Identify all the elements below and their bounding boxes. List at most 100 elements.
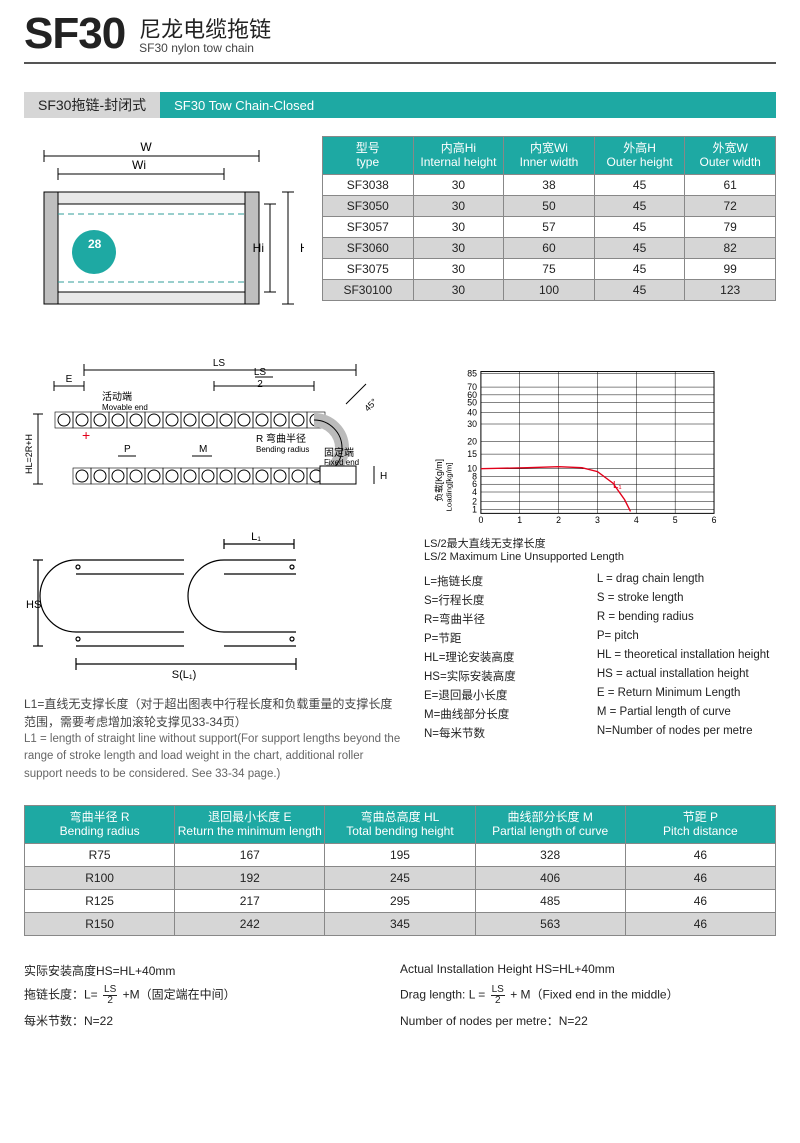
label-sl1: S(L₁) xyxy=(172,669,197,681)
title-en: SF30 nylon tow chain xyxy=(139,42,271,56)
svg-text:10: 10 xyxy=(467,464,477,474)
svg-text:1: 1 xyxy=(517,515,522,525)
chain-diagram: LS LS 2 E 活动端 Movable end + HL=2R+H xyxy=(24,356,404,521)
section-tag-cn: SF30拖链-封闭式 xyxy=(24,92,160,118)
spec-col: 型号type xyxy=(323,137,414,175)
legend-en: R = bending radius xyxy=(597,611,776,627)
table-row: R15024234556346 xyxy=(25,912,776,935)
bend-col: 节距 PPitch distance xyxy=(625,805,775,843)
legend-cn: E=退回最小长度 xyxy=(424,687,587,703)
label-fixed-en: Fixed end xyxy=(324,458,359,467)
frac-num2: LS xyxy=(491,985,505,996)
table-row: SF303830384561 xyxy=(323,174,776,195)
drag-en-suf: + M（Fixed end in the middle） xyxy=(507,987,679,1001)
note-cn: L1=直线无支撑长度（对于超出图表中行程长度和负载重量的支撑长度范围，需要考虑增… xyxy=(24,695,404,731)
chart-ylabel-en: Loading[kg/m] xyxy=(445,463,454,512)
bend-col: 弯曲总高度 HLTotal bending height xyxy=(325,805,475,843)
row-cross-section: W Wi 28 Hi H 型号type内高HiInternal height内宽… xyxy=(24,136,776,326)
svg-text:70: 70 xyxy=(467,382,477,392)
bend-table: 弯曲半径 RBending radius退回最小长度 EReturn the m… xyxy=(24,805,776,936)
spec-col: 外高HOuter height xyxy=(594,137,685,175)
legend-en: E = Return Minimum Length xyxy=(597,687,776,703)
title-block: 尼龙电缆拖链 SF30 nylon tow chain xyxy=(139,17,271,56)
svg-text:40: 40 xyxy=(467,407,477,417)
svg-text:2: 2 xyxy=(472,497,477,507)
label-e: E xyxy=(66,374,73,385)
svg-text:+: + xyxy=(82,427,90,443)
table-row: SF306030604582 xyxy=(323,237,776,258)
legend-en: HS = actual installation height xyxy=(597,668,776,684)
drag-cn-pre: 拖链长度：L= xyxy=(24,987,101,1001)
svg-text:0: 0 xyxy=(478,515,483,525)
formula-nodes-en: Number of nodes per metre：N=22 xyxy=(400,1012,776,1029)
row-chain-and-chart: LS LS 2 E 活动端 Movable end + HL=2R+H xyxy=(24,356,776,783)
legend-cn: L=拖链长度 xyxy=(424,573,587,589)
svg-text:15: 15 xyxy=(467,449,477,459)
svg-text:5: 5 xyxy=(673,515,678,525)
table-row: SF307530754599 xyxy=(323,258,776,279)
svg-text:85: 85 xyxy=(467,368,477,378)
formula-drag-cn: 拖链长度：L= LS2 +M（固定端在中间） xyxy=(24,985,400,1006)
label-hl: HL=2R+H xyxy=(24,434,34,474)
label-p: P xyxy=(124,444,131,455)
spec-col: 内高HiInternal height xyxy=(413,137,504,175)
formulas: 实际安装高度HS=HL+40mm Actual Installation Hei… xyxy=(24,962,776,1029)
label-m: M xyxy=(199,444,207,455)
formula-hs-en: Actual Installation Height HS=HL+40mm xyxy=(400,962,776,979)
svg-text:20: 20 xyxy=(467,436,477,446)
chart-caption: LS/2最大直线无支撑长度 LS/2 Maximum Line Unsuppor… xyxy=(424,535,776,563)
table-row: R12521729548546 xyxy=(25,889,776,912)
table-row: R7516719532846 xyxy=(25,843,776,866)
frac-num: LS xyxy=(103,985,117,996)
label-ls2-num: LS xyxy=(254,367,267,378)
cross-section-diagram: W Wi 28 Hi H xyxy=(24,136,304,326)
label-movable-en: Movable end xyxy=(102,403,148,412)
table-row: R10019224540646 xyxy=(25,866,776,889)
label-movable-cn: 活动端 xyxy=(102,390,132,403)
lower-diagram: L₁ HS S(L₁) xyxy=(24,532,324,682)
legend-cn: N=每米节数 xyxy=(424,725,587,741)
bend-col: 退回最小长度 EReturn the minimum length xyxy=(175,805,325,843)
spec-table: 型号type内高HiInternal height内宽WiInner width… xyxy=(322,136,776,301)
legend-en: S = stroke length xyxy=(597,592,776,608)
bend-col: 曲线部分长度 MPartial length of curve xyxy=(475,805,625,843)
svg-text:3: 3 xyxy=(595,515,600,525)
chart-ylabel-cn: 负载[Kg/m] xyxy=(433,459,444,502)
label-r-en: Bending radius xyxy=(256,445,309,454)
label-45: 45° xyxy=(362,396,379,413)
label-w: W xyxy=(140,140,152,154)
formula-hs-cn: 实际安装高度HS=HL+40mm xyxy=(24,962,400,979)
note-en: L1 = length of straight line without sup… xyxy=(24,731,404,783)
legend-cn: S=行程长度 xyxy=(424,592,587,608)
legend-cn: HS=实际安装高度 xyxy=(424,668,587,684)
legend-cn: R=弯曲半径 xyxy=(424,611,587,627)
label-wi: Wi xyxy=(132,158,146,172)
label-l1small: L₁ xyxy=(251,532,261,543)
col-left: LS LS 2 E 活动端 Movable end + HL=2R+H xyxy=(24,356,404,783)
svg-text:4: 4 xyxy=(634,515,639,525)
legend-en: M = Partial length of curve xyxy=(597,706,776,722)
label-hs: HS xyxy=(26,599,41,611)
header-rule xyxy=(24,62,776,64)
mark-28: 28 xyxy=(88,237,102,251)
chart-caption-cn: LS/2最大直线无支撑长度 xyxy=(424,535,776,551)
legend: L=拖链长度L = drag chain lengthS=行程长度S = str… xyxy=(424,573,776,741)
table-row: SF305730574579 xyxy=(323,216,776,237)
label-chain-h: H xyxy=(380,471,387,482)
legend-en: P= pitch xyxy=(597,630,776,646)
table-row: SF305030504572 xyxy=(323,195,776,216)
legend-en: HL = theoretical installation height xyxy=(597,649,776,665)
svg-text:30: 30 xyxy=(467,419,477,429)
label-ls: LS xyxy=(213,358,226,369)
spec-col: 外宽WOuter width xyxy=(685,137,776,175)
section-bar: SF30拖链-封闭式 SF30 Tow Chain-Closed xyxy=(24,92,776,118)
drag-cn-suf: +M（固定端在中间） xyxy=(119,987,235,1001)
frac-den: 2 xyxy=(103,996,117,1006)
load-chart: 负载[Kg/m] Loading[kg/m] L₁ 12468101520304… xyxy=(424,356,734,526)
section-tag-en: SF30 Tow Chain-Closed xyxy=(160,92,776,118)
table-row: SF301003010045123 xyxy=(323,279,776,300)
formula-nodes-cn: 每米节数：N=22 xyxy=(24,1012,400,1029)
page-header: SF30 尼龙电缆拖链 SF30 nylon tow chain xyxy=(24,12,776,56)
svg-text:2: 2 xyxy=(556,515,561,525)
legend-cn: P=节距 xyxy=(424,630,587,646)
